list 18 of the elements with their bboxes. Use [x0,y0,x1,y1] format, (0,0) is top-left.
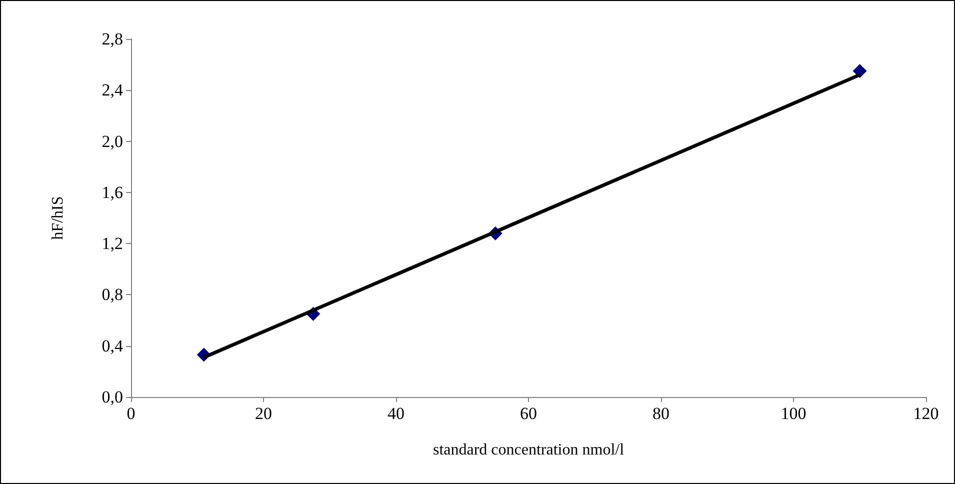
y-tick-label: 0,0 [102,388,123,406]
y-tick-label: 2,0 [102,132,123,151]
y-tick-label: 0,4 [102,336,124,356]
x-tick-label: 60 [520,404,537,423]
x-tick-label: 40 [388,404,404,423]
y-tick-label: 2,8 [102,30,123,48]
y-tick-label: 0,8 [102,285,123,304]
x-tick-label: 120 [913,404,939,423]
x-tick-label: 0 [126,404,136,423]
x-tick-label: 100 [780,404,806,423]
y-tick-label: 1,2 [102,234,123,254]
y-tick-label: 2,4 [102,80,124,100]
y-tick-label: 1,6 [102,182,123,202]
point [852,64,867,78]
y-axis-title: hF/hIS [50,196,66,240]
x-tick-label: 80 [652,404,670,423]
x-axis-title: standard concentration nmol/l [432,442,625,458]
x-tick-label: 20 [255,404,272,423]
